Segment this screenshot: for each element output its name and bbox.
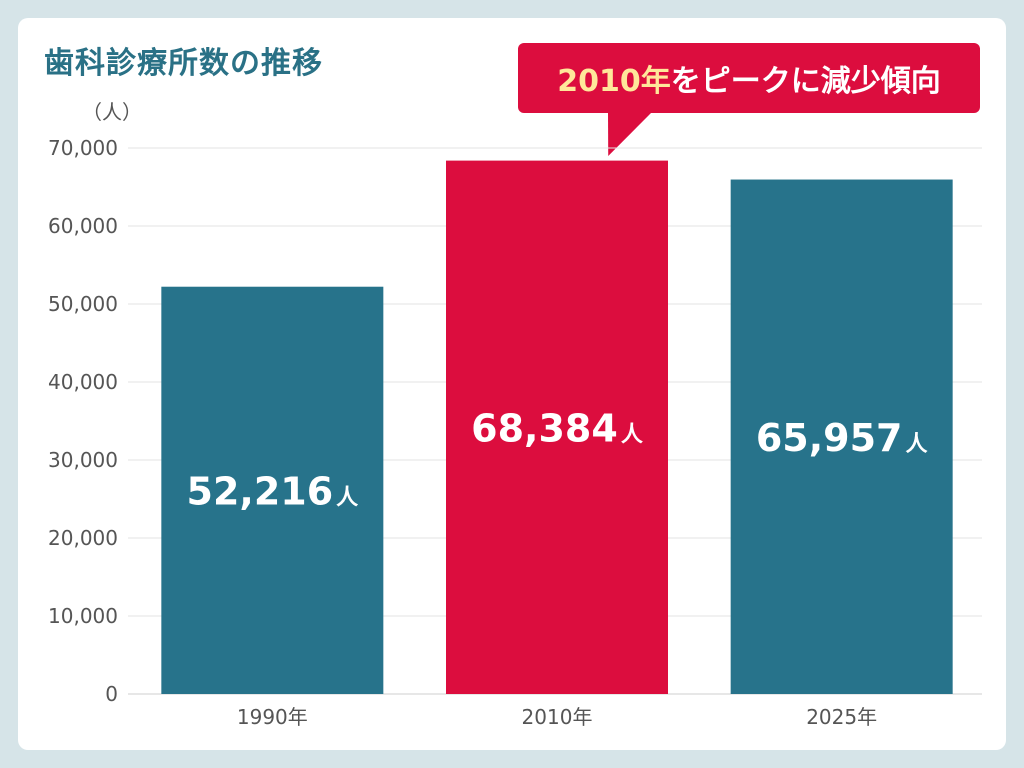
- callout-highlight: 2010年: [557, 64, 671, 99]
- bar: [730, 179, 953, 694]
- bar-value-label: 65,957 人: [756, 416, 928, 460]
- y-tick-label: 30,000: [48, 448, 118, 472]
- x-tick-label: 1990年: [237, 705, 308, 729]
- callout-banner: 2010年 をピークに減少傾向: [518, 43, 980, 113]
- y-tick-label: 50,000: [48, 292, 118, 316]
- x-tick-label: 2025年: [806, 705, 877, 729]
- x-tick-label: 2010年: [522, 705, 593, 729]
- y-tick-label: 60,000: [48, 214, 118, 238]
- y-tick-label: 70,000: [48, 136, 118, 160]
- y-tick-label: 40,000: [48, 370, 118, 394]
- y-tick-label: 20,000: [48, 526, 118, 550]
- bar-value-label: 52,216 人: [187, 469, 359, 513]
- y-axis-unit: （人）: [82, 100, 142, 124]
- bar-value-label: 68,384 人: [471, 406, 643, 450]
- bar: [446, 160, 668, 694]
- y-tick-label: 0: [105, 682, 118, 706]
- callout-text: をピークに減少傾向: [670, 64, 941, 99]
- y-tick-label: 10,000: [48, 604, 118, 628]
- chart-title: 歯科診療所数の推移: [44, 46, 323, 81]
- bar: [161, 286, 384, 694]
